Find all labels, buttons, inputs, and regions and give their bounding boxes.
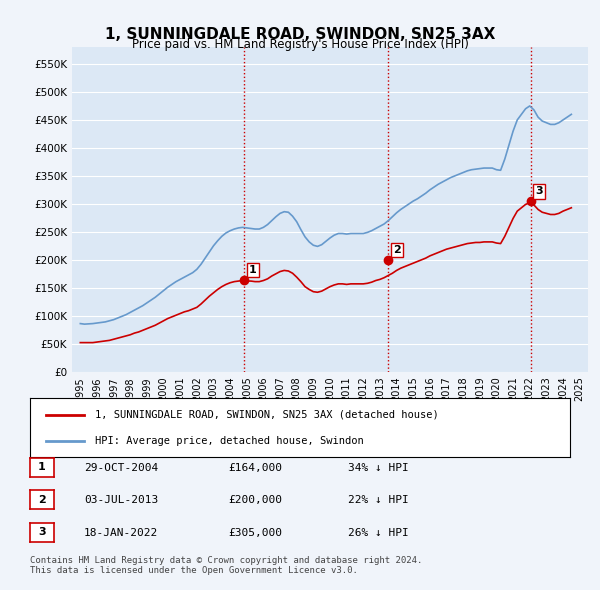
Text: 03-JUL-2013: 03-JUL-2013	[84, 496, 158, 505]
Text: 1, SUNNINGDALE ROAD, SWINDON, SN25 3AX: 1, SUNNINGDALE ROAD, SWINDON, SN25 3AX	[105, 27, 495, 41]
Text: £164,000: £164,000	[228, 463, 282, 473]
Text: 1: 1	[38, 463, 46, 472]
Text: 22% ↓ HPI: 22% ↓ HPI	[348, 496, 409, 505]
Text: £200,000: £200,000	[228, 496, 282, 505]
Text: 3: 3	[38, 527, 46, 537]
Text: 1, SUNNINGDALE ROAD, SWINDON, SN25 3AX (detached house): 1, SUNNINGDALE ROAD, SWINDON, SN25 3AX (…	[95, 410, 439, 419]
Text: £305,000: £305,000	[228, 528, 282, 537]
Text: 26% ↓ HPI: 26% ↓ HPI	[348, 528, 409, 537]
Text: Contains HM Land Registry data © Crown copyright and database right 2024.
This d: Contains HM Land Registry data © Crown c…	[30, 556, 422, 575]
Text: 2: 2	[393, 245, 401, 255]
Text: HPI: Average price, detached house, Swindon: HPI: Average price, detached house, Swin…	[95, 436, 364, 445]
Text: Price paid vs. HM Land Registry's House Price Index (HPI): Price paid vs. HM Land Registry's House …	[131, 38, 469, 51]
Text: 29-OCT-2004: 29-OCT-2004	[84, 463, 158, 473]
Text: 3: 3	[536, 186, 543, 196]
Text: 1: 1	[249, 266, 257, 275]
Text: 18-JAN-2022: 18-JAN-2022	[84, 528, 158, 537]
Text: 34% ↓ HPI: 34% ↓ HPI	[348, 463, 409, 473]
Text: 2: 2	[38, 495, 46, 504]
